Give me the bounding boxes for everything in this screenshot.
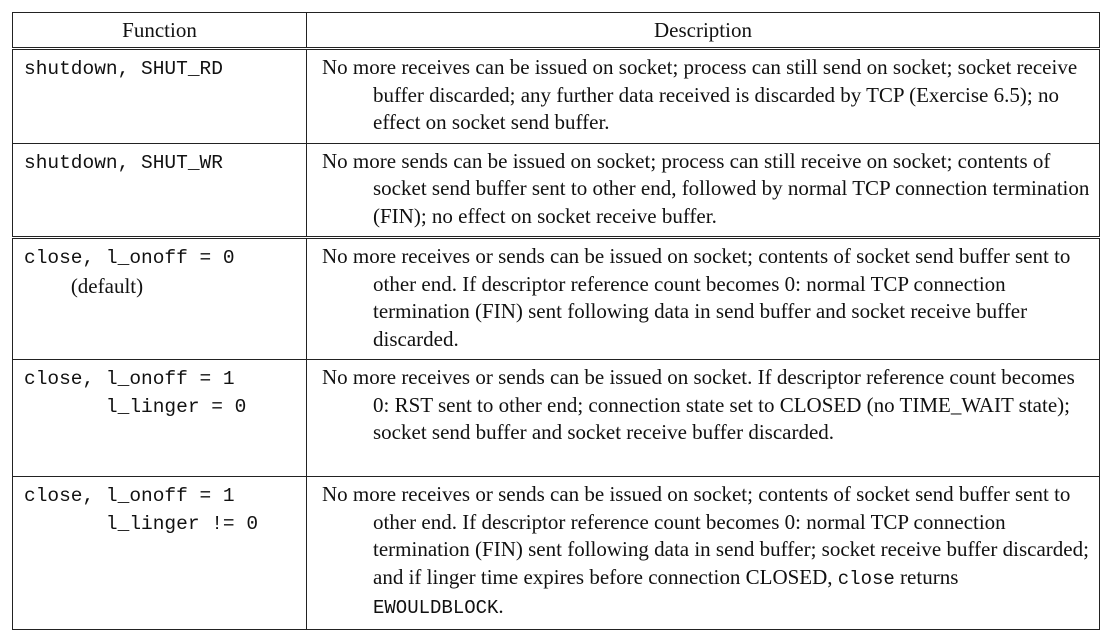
description-text: No more sends can be issued on socket; p… xyxy=(322,148,1090,228)
description-cell: No more receives can be issued on socket… xyxy=(306,48,1100,144)
function-cell: shutdown, SHUT_WR xyxy=(12,142,307,238)
description-cell: No more sends can be issued on socket; p… xyxy=(306,142,1100,238)
table-row: close, l_onoff = 1 l_linger = 0 No more … xyxy=(12,359,1100,477)
description-text-end: . xyxy=(498,594,504,618)
code-close: close xyxy=(837,567,895,590)
description-text: No more receives or sends can be issued … xyxy=(322,244,1071,351)
socket-function-table: Function Description shutdown, SHUT_RD N… xyxy=(12,12,1100,630)
function-line: shutdown, SHUT_WR xyxy=(24,151,223,174)
function-line: shutdown, SHUT_RD xyxy=(24,58,223,80)
description-text-mid: returns xyxy=(894,564,959,589)
column-header-description: Description xyxy=(306,12,1100,50)
table-row: close, l_onoff = 1 l_linger != 0 No more… xyxy=(12,476,1100,630)
code-ewouldblock: EWOULDBLOCK xyxy=(373,597,499,619)
table-row: shutdown, SHUT_RD No more receives can b… xyxy=(12,48,1100,144)
description-text: No more receives or sends can be issued … xyxy=(322,365,1075,444)
column-header-function: Function xyxy=(12,12,307,50)
function-cell: close, l_onoff = 1 l_linger != 0 xyxy=(12,476,307,630)
function-note: (default) xyxy=(70,273,144,298)
table-row: close, l_onoff = 0 (default) No more rec… xyxy=(12,236,1100,360)
function-cell: close, l_onoff = 0 (default) xyxy=(12,236,307,360)
description-cell: No more receives or sends can be issued … xyxy=(306,476,1100,630)
table-row: shutdown, SHUT_WR No more sends can be i… xyxy=(12,142,1100,238)
description-cell: No more receives or sends can be issued … xyxy=(306,359,1100,477)
function-line: close, l_onoff = 1 xyxy=(24,485,235,507)
description-text-main: No more receives or sends can be issued … xyxy=(322,482,1089,589)
description-text: No more receives or sends can be issued … xyxy=(322,481,1091,623)
header-row: Function Description xyxy=(12,12,1100,50)
function-line: close, l_onoff = 1 xyxy=(24,368,235,390)
description-cell: No more receives or sends can be issued … xyxy=(306,236,1100,360)
description-text: No more receives can be issued on socket… xyxy=(322,55,1078,134)
function-line: l_linger = 0 xyxy=(24,395,247,418)
function-cell: shutdown, SHUT_RD xyxy=(12,48,307,144)
function-cell: close, l_onoff = 1 l_linger = 0 xyxy=(12,359,307,477)
function-line: l_linger != 0 xyxy=(24,512,259,535)
function-line: close, l_onoff = 0 xyxy=(24,247,235,269)
